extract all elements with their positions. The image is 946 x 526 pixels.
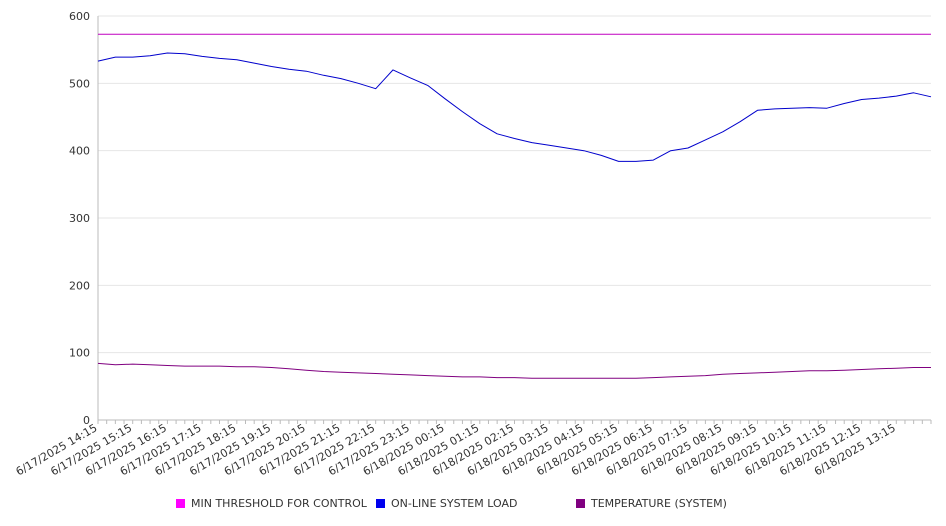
legend-item-min-threshold[interactable]: MIN THRESHOLD FOR CONTROL [176,497,367,510]
legend-label-temperature: TEMPERATURE (SYSTEM) [591,497,727,510]
legend-swatch-min-threshold [176,499,185,508]
legend-label-system-load: ON-LINE SYSTEM LOAD [391,497,518,510]
y-tick-label: 0 [83,414,90,427]
grid-lines [98,15,931,421]
plot-area [97,33,932,379]
series-line-on-line-system-load [97,52,932,162]
y-tick-label: 300 [69,212,90,225]
y-tick-label: 100 [69,347,90,360]
legend-label-min-threshold: MIN THRESHOLD FOR CONTROL [191,497,367,510]
series-line-temperature-system [97,362,931,379]
y-tick-label: 600 [69,10,90,23]
x-axis: 6/17/2025 14:156/17/2025 15:156/17/2025 … [14,419,932,478]
legend-swatch-temperature [576,499,585,508]
y-axis: 0 100 200 300 400 500 600 [69,10,99,427]
y-tick-label: 200 [69,279,90,292]
y-tick-label: 500 [69,77,90,90]
y-tick-label: 400 [69,145,90,158]
legend-item-temperature[interactable]: TEMPERATURE (SYSTEM) [576,497,727,510]
legend: MIN THRESHOLD FOR CONTROL ON-LINE SYSTEM… [0,497,946,515]
legend-swatch-system-load [376,499,385,508]
legend-item-system-load[interactable]: ON-LINE SYSTEM LOAD [376,497,517,510]
